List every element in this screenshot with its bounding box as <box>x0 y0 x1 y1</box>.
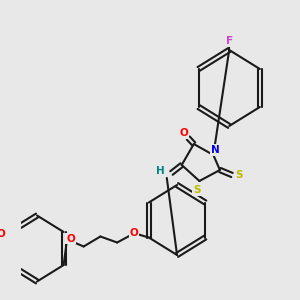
Text: F: F <box>226 36 233 46</box>
Text: N: N <box>211 145 220 155</box>
Text: O: O <box>130 227 138 238</box>
Text: O: O <box>179 128 188 138</box>
Text: O: O <box>0 229 5 239</box>
Text: H: H <box>156 166 165 176</box>
Text: S: S <box>236 170 243 180</box>
Text: S: S <box>193 185 200 195</box>
Text: O: O <box>66 233 75 244</box>
